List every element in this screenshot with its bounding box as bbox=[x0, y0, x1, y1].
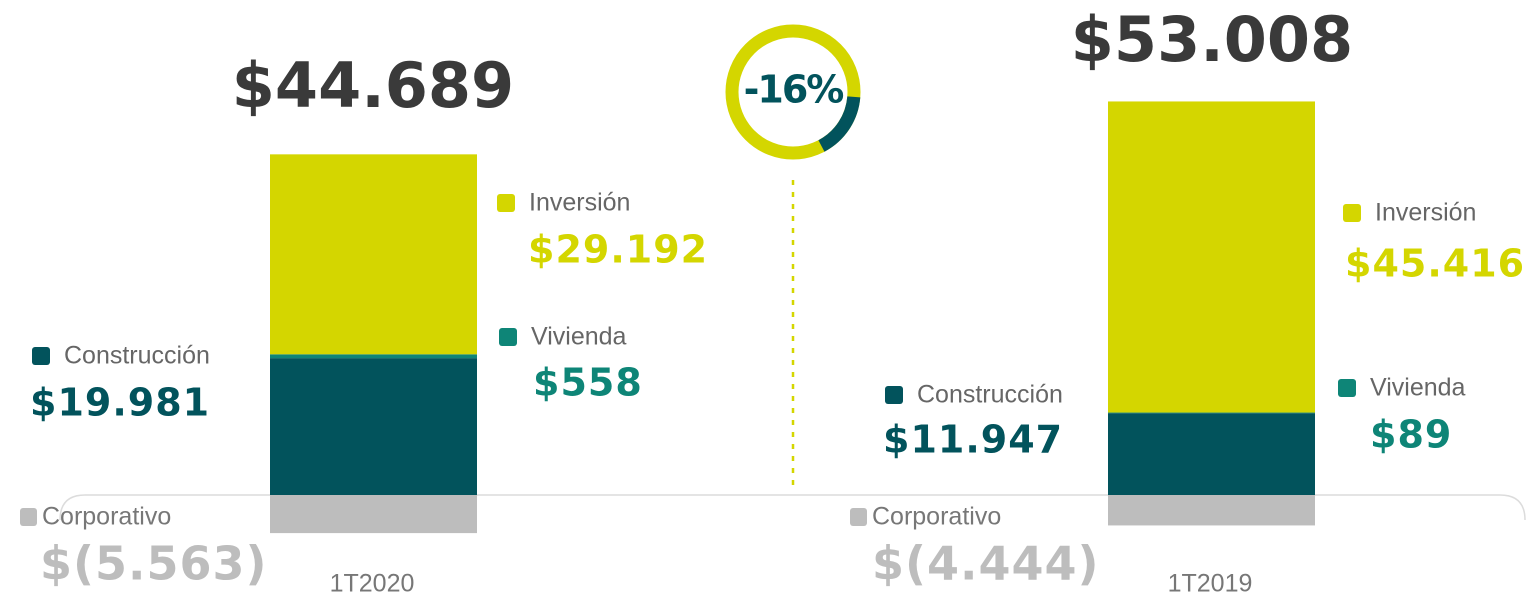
legend-label: Inversión bbox=[1375, 199, 1476, 227]
legend-label: Corporativo bbox=[42, 503, 171, 531]
value-label: $89 bbox=[1370, 413, 1452, 457]
bar-segment bbox=[270, 354, 477, 359]
legend-swatch bbox=[1343, 204, 1361, 222]
legend-swatch bbox=[497, 194, 515, 212]
value-label: $558 bbox=[533, 361, 643, 405]
total-label: $44.689 bbox=[232, 49, 514, 122]
value-label: $(4.444) bbox=[872, 537, 1100, 591]
value-label: $11.947 bbox=[883, 418, 1063, 462]
legend-swatch bbox=[499, 328, 517, 346]
change-label: -16% bbox=[744, 68, 844, 112]
total-label: $53.008 bbox=[1071, 3, 1353, 76]
bar-segment bbox=[1108, 101, 1315, 413]
legend-label: Inversión bbox=[529, 189, 630, 217]
legend-swatch bbox=[20, 508, 37, 526]
value-label: $(5.563) bbox=[40, 537, 268, 591]
x-tick-label: 1T2019 bbox=[1168, 570, 1253, 598]
legend-label: Corporativo bbox=[872, 503, 1001, 531]
change-ring bbox=[725, 24, 861, 160]
legend-swatch bbox=[885, 386, 903, 404]
bar-segment bbox=[270, 495, 477, 534]
value-label: $19.981 bbox=[30, 381, 210, 425]
value-label: $45.416 bbox=[1345, 242, 1525, 286]
legend-label: Vivienda bbox=[1370, 374, 1466, 402]
change-arc bbox=[818, 96, 861, 152]
baseline bbox=[59, 494, 1526, 521]
legend-swatch bbox=[850, 508, 867, 526]
x-tick-label: 1T2020 bbox=[330, 570, 415, 598]
bar-segment bbox=[270, 154, 477, 355]
legend-swatch bbox=[1338, 379, 1356, 397]
legend-label: Construcción bbox=[917, 381, 1063, 409]
legend-label: Vivienda bbox=[531, 323, 627, 351]
legend-swatch bbox=[32, 347, 50, 365]
bar-segment bbox=[1108, 413, 1315, 495]
bar-segment bbox=[1108, 412, 1315, 414]
bar-segment bbox=[1108, 495, 1315, 526]
bar-segment bbox=[270, 358, 477, 495]
legend-label: Construcción bbox=[64, 342, 210, 370]
value-label: $29.192 bbox=[528, 228, 708, 272]
